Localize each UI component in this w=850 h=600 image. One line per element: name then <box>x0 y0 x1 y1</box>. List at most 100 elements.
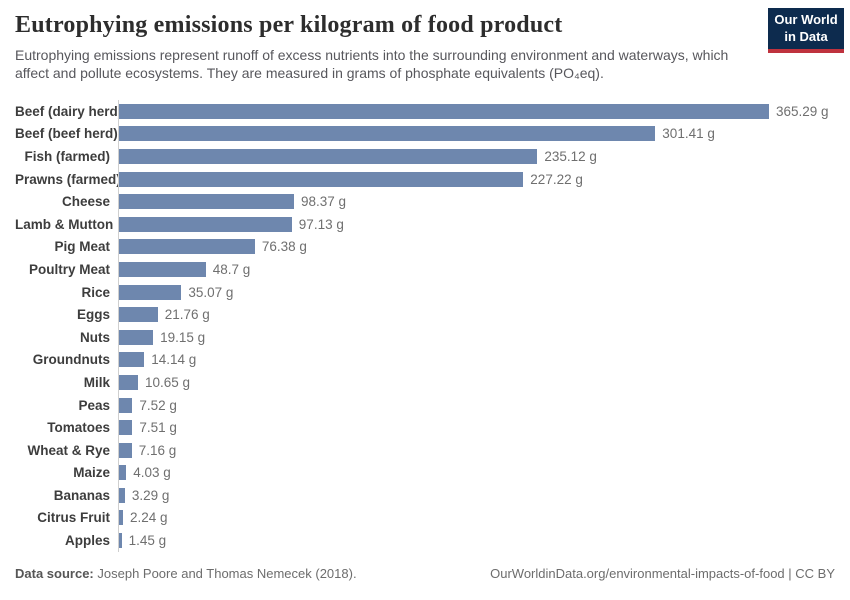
bar[interactable] <box>119 171 524 187</box>
bar[interactable] <box>119 261 206 277</box>
bar[interactable] <box>119 216 292 232</box>
bar[interactable] <box>119 148 538 164</box>
category-label: Pig Meat <box>54 239 110 255</box>
data-source-text: Joseph Poore and Thomas Nemecek (2018). <box>97 566 357 581</box>
value-label: 2.24 g <box>130 510 168 526</box>
chart-row: Nuts 19.15 g <box>15 325 845 349</box>
bar[interactable] <box>119 194 294 210</box>
owid-logo-line1: Our World <box>774 12 838 28</box>
bar[interactable] <box>119 126 656 142</box>
bar-track: 365.29 g <box>118 100 845 123</box>
value-label: 1.45 g <box>128 533 167 549</box>
bar[interactable] <box>119 420 133 436</box>
category-label: Apples <box>64 533 110 549</box>
chart-row: Groundnuts 14.14 g <box>15 348 845 372</box>
category-label: Poultry Meat <box>28 261 110 277</box>
bar[interactable] <box>119 307 158 323</box>
chart-row: Milk 10.65 g <box>15 371 845 394</box>
bar-track: 97.13 g <box>118 212 845 236</box>
category-label: Citrus Fruit <box>37 510 110 526</box>
chart-row: Wheat & Rye 7.16 g <box>15 438 845 462</box>
value-label: 4.03 g <box>133 465 171 481</box>
bar-track: 1.45 g <box>118 529 845 552</box>
category-label: Lamb & Mutton <box>15 216 114 232</box>
category-label: Wheat & Rye <box>27 442 110 458</box>
bar[interactable] <box>119 465 127 481</box>
bar[interactable] <box>119 374 138 390</box>
value-label: 7.52 g <box>139 397 177 413</box>
chart-row: Fish (farmed) 235.12 g <box>15 145 845 168</box>
bar-track: 7.16 g <box>118 438 845 462</box>
chart-rows: Beef (dairy herd) 365.29 g Beef (beef herd… <box>15 100 845 552</box>
owid-logo-line2: in Data <box>784 28 828 44</box>
category-label: Prawns (farmed) <box>15 171 121 187</box>
chart-row: Bananas 3.29 g <box>15 484 845 507</box>
page-title: Eutrophying emissions per kilogram of fo… <box>15 12 563 38</box>
bar[interactable] <box>119 329 154 345</box>
chart-row: Apples 1.45 g <box>15 529 845 552</box>
bar[interactable] <box>119 239 255 255</box>
chart-row: Maize 4.03 g <box>15 461 845 485</box>
bar-chart: Beef (dairy herd) 365.29 g Beef (beef herd… <box>15 100 845 552</box>
bar[interactable] <box>119 487 125 503</box>
credit-link[interactable]: OurWorldinData.org/environmental-impacts… <box>490 566 835 581</box>
value-label: 35.07 g <box>188 284 234 300</box>
bar[interactable] <box>119 510 123 526</box>
value-label: 7.51 g <box>139 420 177 436</box>
bar-track: 301.41 g <box>118 122 845 146</box>
value-label: 97.13 g <box>298 216 344 232</box>
value-label: 227.22 g <box>530 171 583 187</box>
category-label: Peas <box>78 397 110 413</box>
value-label: 48.7 g <box>212 261 251 277</box>
chart-row: Poultry Meat 48.7 g <box>15 258 845 281</box>
chart-subtitle: Eutrophying emissions represent runoff o… <box>15 47 729 81</box>
data-source: Data source: Joseph Poore and Thomas Nem… <box>15 566 357 581</box>
value-label: 98.37 g <box>301 194 347 210</box>
bar[interactable] <box>119 442 132 458</box>
category-label: Eggs <box>76 307 110 323</box>
bar-track: 10.65 g <box>118 371 845 394</box>
value-label: 235.12 g <box>544 148 597 164</box>
bar[interactable] <box>119 533 122 549</box>
bar-track: 35.07 g <box>118 280 845 304</box>
chart-row: Eggs 21.76 g <box>15 303 845 326</box>
chart-row: Peas 7.52 g <box>15 393 845 417</box>
value-label: 19.15 g <box>160 329 206 345</box>
category-label: Bananas <box>53 487 110 503</box>
category-label: Tomatoes <box>47 420 110 436</box>
chart-header: Eutrophying emissions per kilogram of fo… <box>15 12 835 83</box>
category-label: Rice <box>81 284 110 300</box>
category-label: Maize <box>73 465 110 481</box>
value-label: 301.41 g <box>662 126 715 142</box>
value-label: 7.16 g <box>138 442 177 458</box>
value-label: 10.65 g <box>145 374 191 390</box>
bar-track: 2.24 g <box>118 506 845 530</box>
bar-track: 19.15 g <box>118 325 845 349</box>
bar[interactable] <box>119 352 145 368</box>
category-label: Groundnuts <box>32 352 110 368</box>
chart-row: Rice 35.07 g <box>15 280 845 304</box>
bar[interactable] <box>119 397 133 413</box>
value-label: 3.29 g <box>131 487 170 503</box>
category-label: Fish (farmed) <box>24 148 110 164</box>
value-label: 21.76 g <box>164 307 210 323</box>
bar[interactable] <box>119 284 182 300</box>
bar-track: 98.37 g <box>118 190 845 213</box>
chart-row: Citrus Fruit 2.24 g <box>15 506 845 530</box>
bar-track: 76.38 g <box>118 235 845 259</box>
chart-row: Pig Meat 76.38 g <box>15 235 845 259</box>
chart-row: Cheese 98.37 g <box>15 190 845 213</box>
chart-row: Beef (dairy herd) 365.29 g <box>15 100 845 123</box>
chart-footer: Data source: Joseph Poore and Thomas Nem… <box>15 566 835 581</box>
bar-track: 4.03 g <box>118 461 845 485</box>
bar-track: 48.7 g <box>118 258 845 281</box>
value-label: 76.38 g <box>261 239 307 255</box>
bar-track: 3.29 g <box>118 484 845 507</box>
bar-track: 21.76 g <box>118 303 845 326</box>
chart-row: Beef (beef herd) 301.41 g <box>15 122 845 146</box>
category-label: Cheese <box>61 194 110 210</box>
category-label: Beef (dairy herd) <box>15 103 123 119</box>
bar-track: 227.22 g <box>118 167 845 191</box>
bar[interactable] <box>119 103 769 119</box>
